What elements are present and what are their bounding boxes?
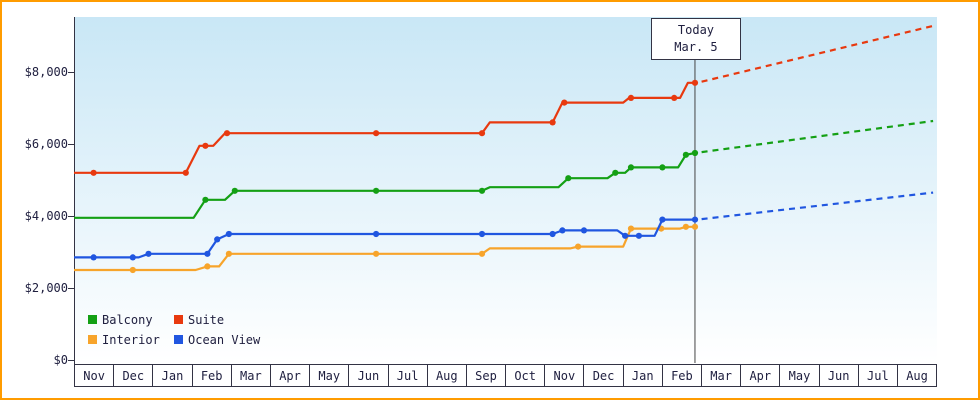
series-interior-marker — [575, 243, 582, 250]
series-balcony-marker — [627, 164, 635, 171]
series-interior-marker — [682, 223, 690, 230]
y-axis-label: $8,000 — [24, 65, 68, 79]
series-balcony-marker — [691, 149, 699, 157]
month-label: Jan — [622, 365, 662, 386]
series-ocean-view-marker — [373, 230, 380, 238]
series-suite-marker — [561, 99, 568, 106]
month-label: Oct — [505, 365, 544, 386]
series-suite-marker — [627, 94, 635, 101]
series-balcony-marker — [612, 169, 619, 176]
series-ocean-view-marker — [214, 236, 221, 243]
interior-swatch-icon — [88, 335, 97, 344]
month-axis: Nov Dec Jan Feb Mar Apr May Jun Jul Aug Sep Oct Nov D… — [74, 364, 937, 387]
y-axis-label: $0 — [53, 353, 68, 367]
y-axis-label: $4,000 — [24, 209, 68, 223]
series-ocean-view-marker — [580, 227, 588, 234]
series-ocean-view-marker — [145, 250, 152, 257]
series-suite-marker — [182, 169, 189, 176]
month-label: Feb — [661, 365, 701, 386]
legend-item-interior: Interior — [88, 332, 174, 347]
series-interior-marker — [627, 225, 635, 232]
series-ocean-view-marker — [129, 254, 136, 261]
series-ocean-view-marker — [478, 230, 486, 238]
legend-label: Interior — [102, 332, 160, 347]
month-label: Mar — [701, 365, 740, 386]
series-ocean-view-marker — [225, 230, 232, 238]
month-label: Aug — [426, 365, 466, 386]
series-interior-marker — [478, 250, 486, 257]
legend-item-ocean-view: Ocean View — [174, 332, 260, 347]
series-balcony-marker — [231, 187, 238, 194]
y-axis-label: $2,000 — [24, 281, 68, 295]
balcony-swatch-icon — [88, 315, 97, 324]
series-balcony-marker — [682, 151, 690, 158]
month-label: Jan — [152, 365, 191, 386]
series-interior-marker — [373, 250, 380, 257]
month-label: Aug — [896, 365, 936, 386]
month-label: May — [309, 365, 348, 386]
series-interior-marker — [204, 263, 211, 270]
series-suite-marker — [223, 130, 231, 137]
legend-label: Balcony — [102, 312, 153, 327]
legend-label: Ocean View — [188, 332, 261, 347]
series-balcony-marker — [659, 164, 666, 171]
month-label: Feb — [191, 365, 231, 386]
series-balcony-marker — [202, 196, 209, 203]
series-suite-marker — [478, 130, 486, 137]
month-label: Dec — [583, 365, 622, 386]
series-balcony-marker — [565, 175, 572, 182]
series-ocean-view-marker — [90, 254, 97, 261]
series-balcony-forecast-line — [701, 119, 934, 154]
month-label: Jun — [818, 365, 858, 386]
series-suite-marker — [202, 142, 209, 149]
today-date: Mar. 5 — [674, 40, 718, 54]
series-suite-marker — [691, 79, 699, 86]
today-marker-box: Today Mar. 5 — [650, 18, 741, 60]
month-label: Apr — [740, 365, 779, 386]
month-label: Apr — [269, 365, 309, 386]
ocean-view-swatch-icon — [174, 335, 183, 344]
series-suite-marker — [671, 94, 678, 101]
series-interior-marker — [225, 250, 232, 257]
series-ocean-view-marker — [622, 232, 629, 239]
series-suite-marker — [373, 130, 380, 137]
series-ocean-view-marker — [659, 216, 666, 223]
series-suite-marker — [90, 169, 97, 176]
series-ocean-view-marker — [204, 250, 211, 257]
legend-item-suite: Suite — [174, 312, 260, 327]
month-label: Jun — [348, 365, 387, 386]
legend: Balcony Suite Interior Ocean View — [88, 312, 260, 347]
today-label: Today — [677, 23, 715, 37]
series-balcony-marker — [373, 187, 380, 194]
series-ocean-view-marker — [691, 216, 699, 223]
series-suite-marker — [549, 119, 556, 126]
series-ocean-view-forecast-line — [701, 191, 934, 221]
series-ocean-view-marker — [635, 232, 643, 239]
suite-swatch-icon — [174, 315, 183, 324]
series-ocean-view-marker — [549, 230, 556, 238]
series-balcony-marker — [478, 187, 486, 194]
series-interior-marker — [129, 266, 136, 274]
y-axis-label: $6,000 — [24, 137, 68, 151]
series-balcony-line — [74, 151, 696, 219]
month-label: Sep — [465, 365, 505, 386]
month-label: Mar — [230, 365, 270, 386]
month-label: Nov — [544, 365, 583, 386]
month-label: Nov — [83, 368, 105, 383]
series-interior-marker — [691, 223, 699, 230]
series-suite-forecast-line — [701, 24, 934, 83]
plot-background — [74, 17, 937, 362]
month-label: Dec — [113, 365, 152, 386]
month-label: Jul — [387, 365, 427, 386]
series-ocean-view-marker — [559, 227, 566, 234]
legend-label: Suite — [188, 312, 225, 327]
month-label: Jul — [857, 365, 897, 386]
legend-item-balcony: Balcony — [88, 312, 174, 327]
month-label: May — [779, 365, 818, 386]
